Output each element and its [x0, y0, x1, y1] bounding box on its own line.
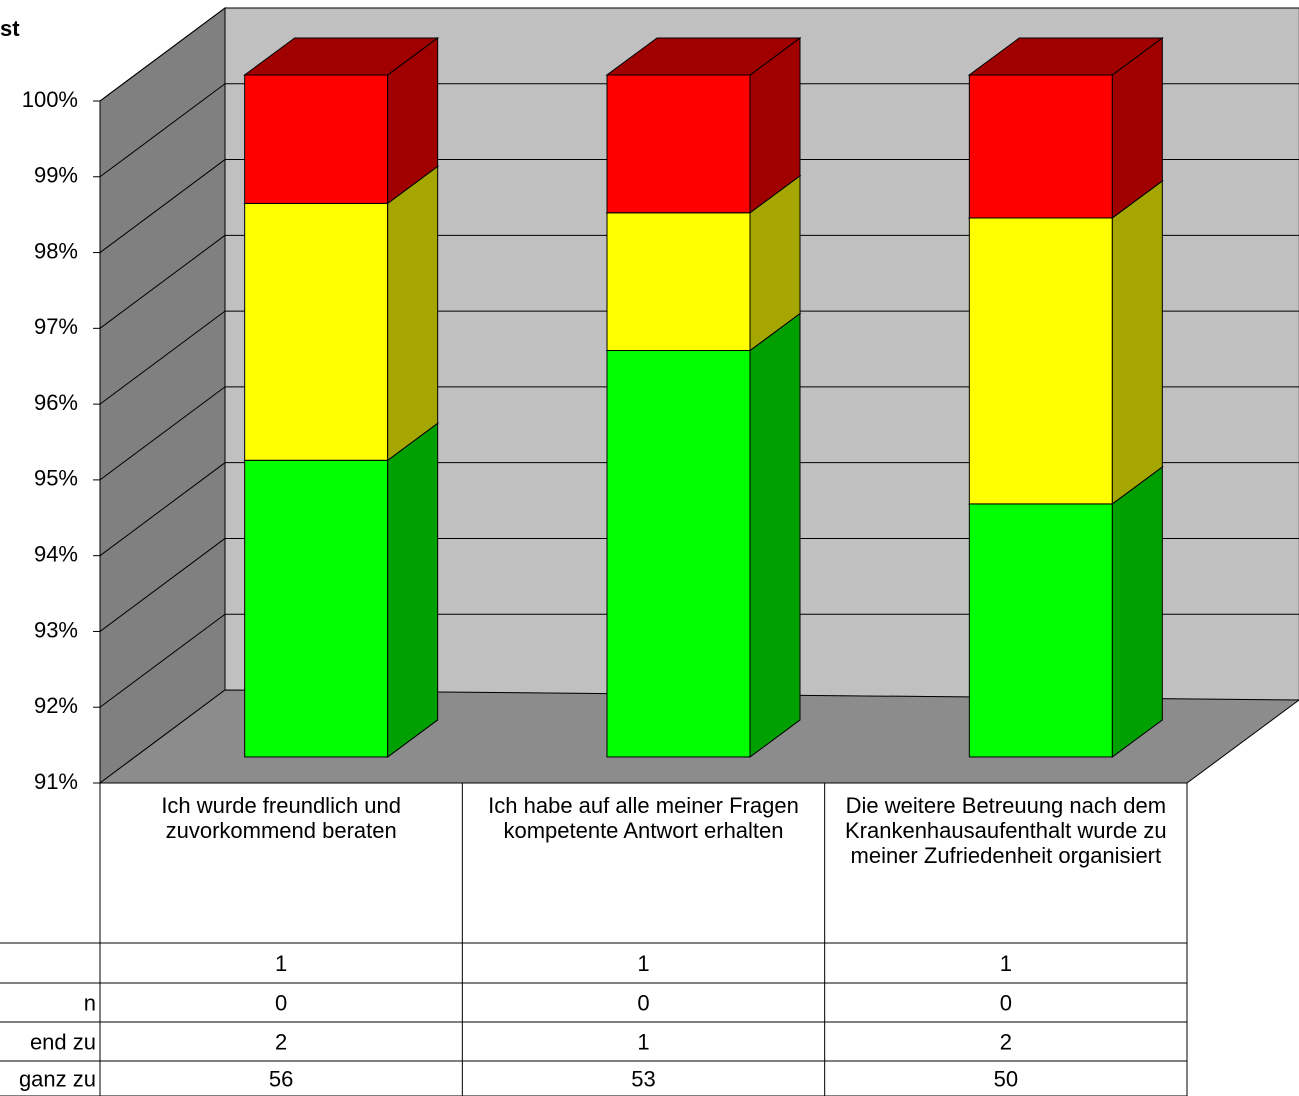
grid-line: [99, 310, 226, 405]
bar-front: [968, 503, 1113, 758]
table-value: 1: [1000, 951, 1012, 976]
bar-top: [243, 37, 440, 76]
row-label: ganz zu: [19, 1066, 96, 1091]
row-label: n: [84, 990, 96, 1015]
bar-front: [244, 459, 389, 758]
table-value: 0: [275, 990, 287, 1015]
grid-line: [99, 7, 226, 102]
bar-front: [968, 74, 1113, 219]
grid-line: [99, 83, 226, 178]
y-tick-label: 92%: [34, 693, 78, 718]
grid-line: [99, 462, 226, 557]
bar-front: [244, 202, 389, 461]
bar-front: [606, 212, 751, 352]
bar-top: [967, 37, 1164, 76]
table-value: 56: [269, 1066, 293, 1091]
table-value: 2: [275, 1029, 287, 1054]
y-tick-label: 91%: [34, 769, 78, 794]
grid-line: [99, 234, 226, 329]
table-value: 1: [637, 951, 649, 976]
row-label: end zu: [30, 1029, 96, 1054]
table-value: 1: [275, 951, 287, 976]
bar-side: [1111, 179, 1163, 505]
category-label: Ich habe auf alle meiner Fragen kompeten…: [488, 793, 799, 843]
bar-front: [968, 217, 1113, 505]
data-table: 1 1 1 n 0 0 0 end zu 2 1 2 ganz zu 56 53 50: [0, 783, 1188, 1096]
grid-line: [99, 159, 226, 253]
bar-side: [1111, 465, 1163, 758]
y-tick-label: 95%: [34, 466, 78, 491]
category-label: Ich wurde freundlich und zuvorkommend be…: [161, 793, 402, 843]
bar-side: [387, 422, 439, 758]
table-value: 50: [994, 1066, 1018, 1091]
y-tick-label: 99%: [34, 163, 78, 188]
table-value: 53: [631, 1066, 655, 1091]
y-tick-label: 93%: [34, 617, 78, 642]
y-tick-label: 97%: [34, 314, 78, 339]
category-label: Die weitere Betreuung nach dem Krankenha…: [844, 793, 1167, 868]
grid-line: [99, 386, 226, 481]
y-tick-label: 94%: [34, 541, 78, 566]
grid-line: [99, 538, 226, 632]
y-tick-label: 98%: [34, 238, 78, 263]
bars: [243, 36, 1164, 758]
table-value: 0: [637, 990, 649, 1015]
bar-front: [244, 74, 389, 204]
table-value: 2: [1000, 1029, 1012, 1054]
side-wall: [99, 7, 226, 784]
grid-line: [99, 613, 226, 708]
bar-top: [605, 37, 802, 76]
y-tick-label: 100%: [22, 87, 78, 112]
bar-front: [606, 350, 751, 758]
bar-front: [606, 74, 751, 214]
chart-title: st: [0, 16, 20, 41]
y-tick-label: 96%: [34, 390, 78, 415]
bar-side: [749, 312, 801, 758]
table-value: 1: [637, 1029, 649, 1054]
bar-side: [387, 165, 439, 462]
table-value: 0: [1000, 990, 1012, 1015]
